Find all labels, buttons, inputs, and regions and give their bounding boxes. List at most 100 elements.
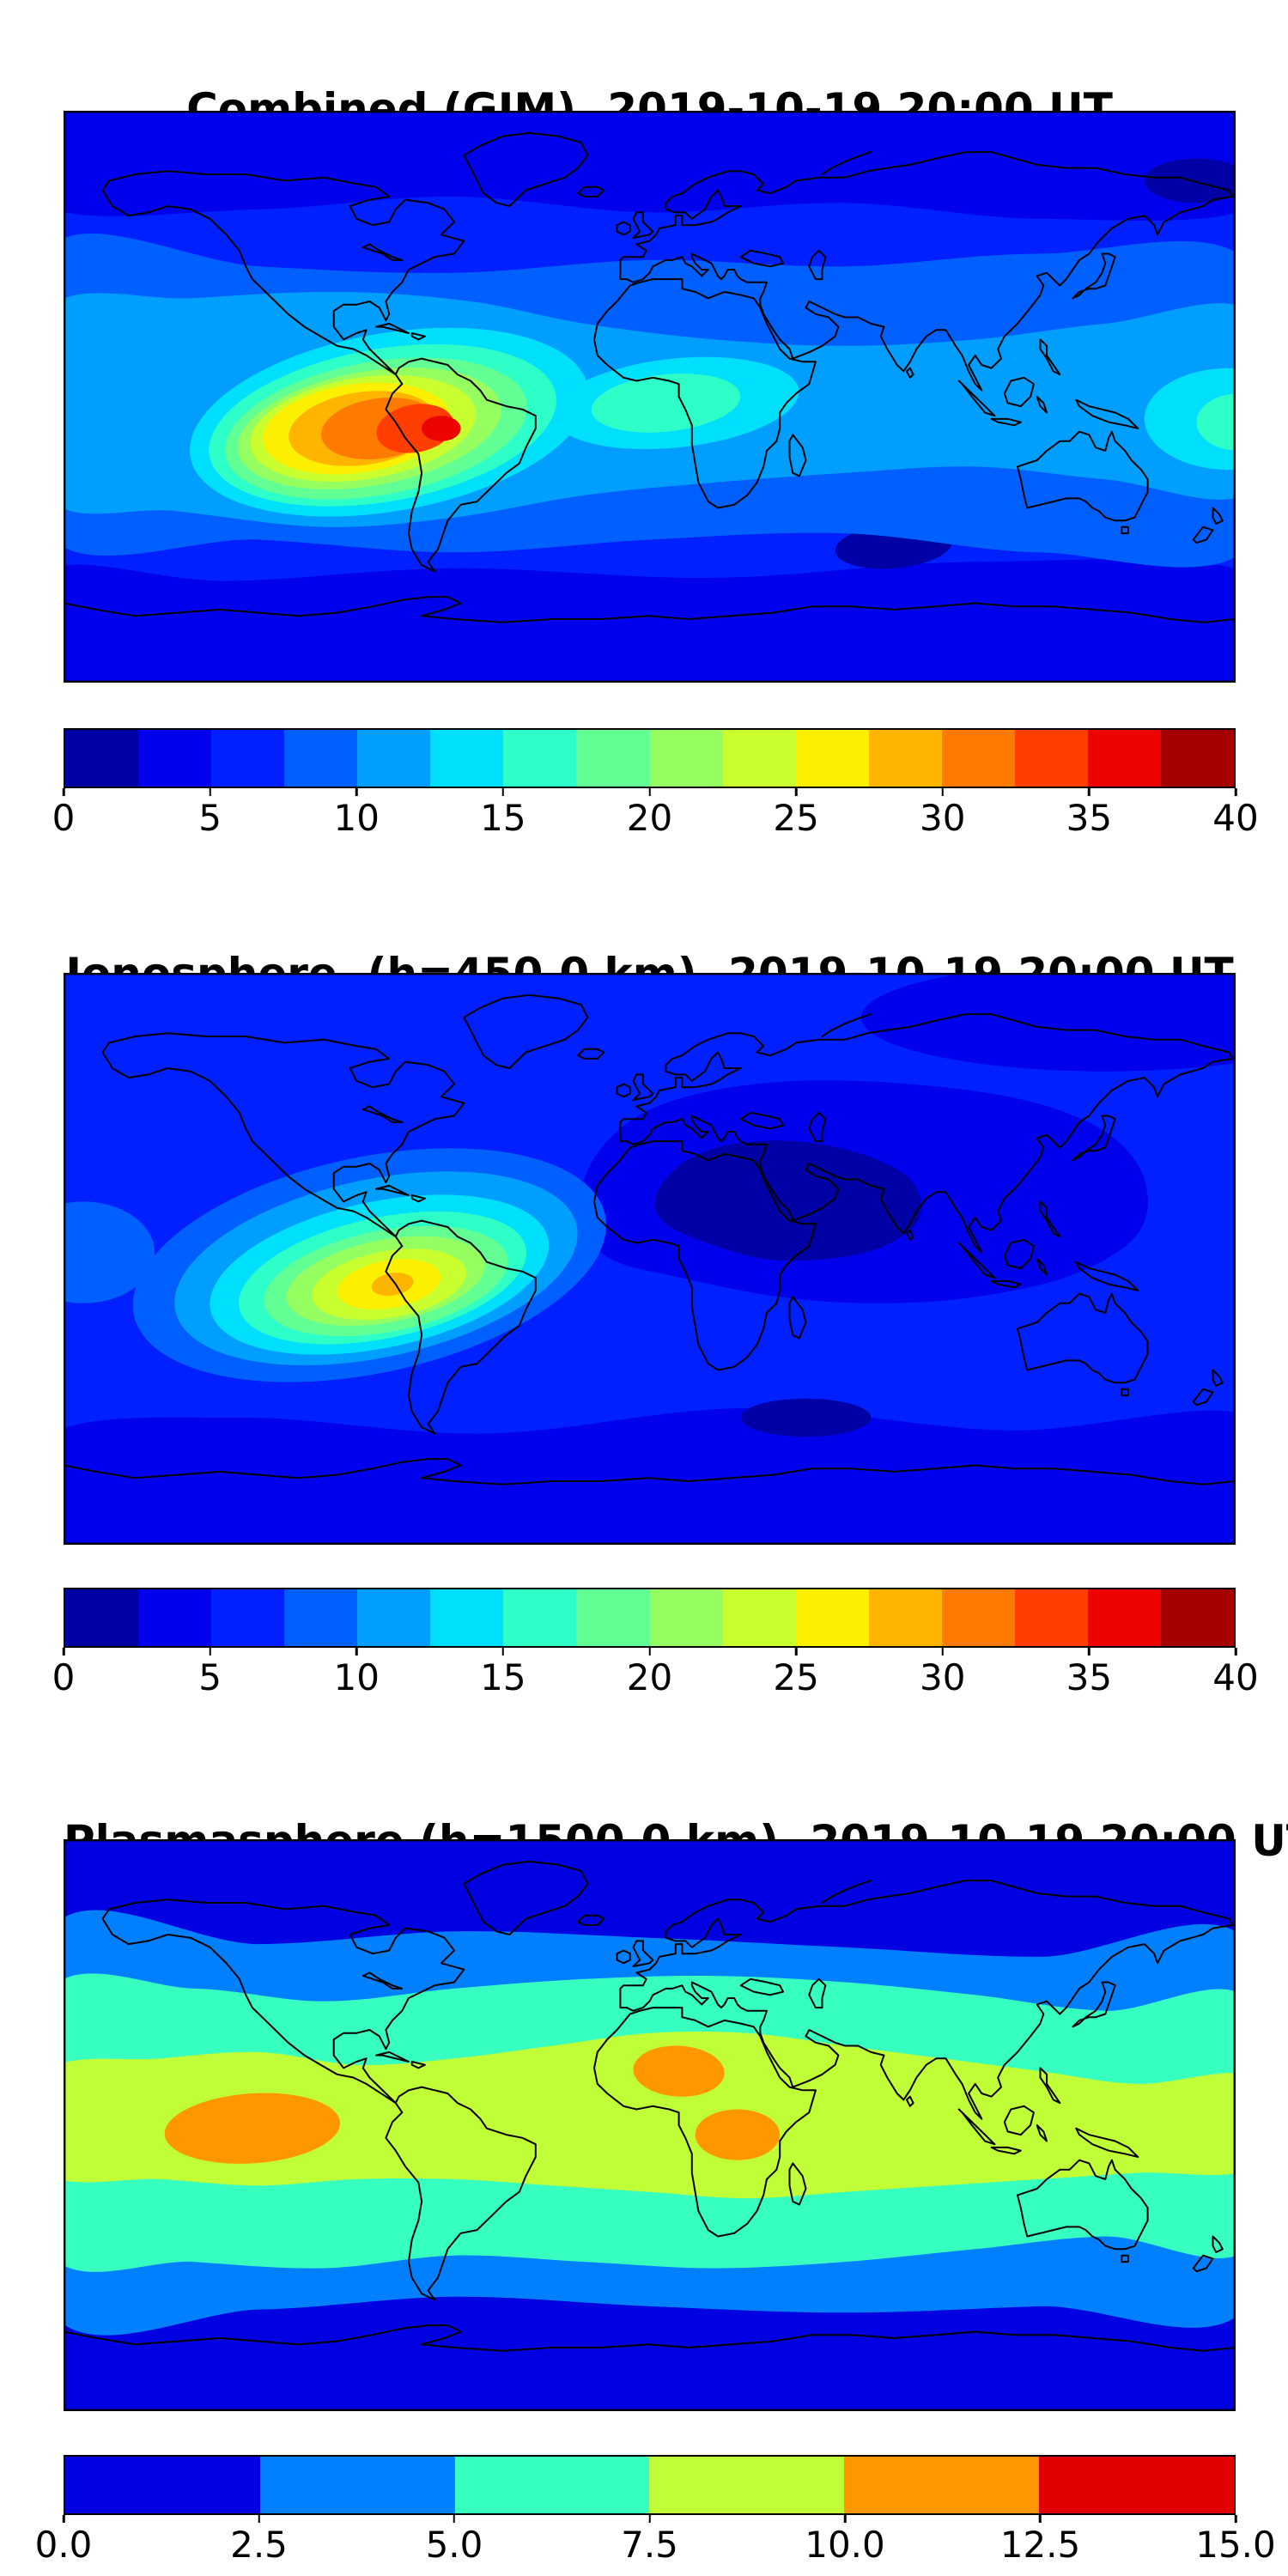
colorbar-tick-label: 5 — [198, 797, 222, 839]
colorbar-segment — [211, 730, 285, 787]
colorbar-segment — [649, 730, 723, 787]
world-map-svg — [64, 111, 1236, 683]
colorbar-segment — [1160, 1589, 1234, 1646]
coastline-path — [375, 322, 410, 334]
colorbar-segment — [357, 730, 431, 787]
coastline-path — [1121, 2254, 1129, 2263]
world-map-ionosphere — [64, 973, 1236, 1545]
coastline-path — [1121, 1388, 1129, 1397]
colorbar-segment — [503, 730, 577, 787]
contour-band — [740, 1398, 872, 1437]
coastline-path — [1192, 526, 1214, 544]
colorbar-axis-combined: 0 5 10 15 20 25 30 35 40 — [52, 788, 1259, 841]
coastline-path — [957, 2108, 996, 2146]
coastline-path — [788, 1296, 807, 1340]
colorbar-tick-label: 40 — [1212, 797, 1259, 839]
coastline-path — [788, 2162, 807, 2206]
coastline-path — [1003, 2105, 1035, 2136]
coastline-path — [361, 1971, 404, 1990]
coastline-path — [632, 1940, 654, 1967]
coastline-path — [593, 1140, 817, 1371]
colorbar-tick — [1088, 1648, 1091, 1656]
coastline-path — [1212, 507, 1224, 525]
colorbar-tick-label: 10.0 — [805, 2524, 885, 2566]
coastline-path — [64, 1458, 1236, 1485]
map-frame — [64, 1839, 1236, 2411]
coastline-path — [385, 2086, 537, 2301]
coastline-path — [375, 2050, 410, 2063]
colorbar-segment — [941, 1589, 1015, 1646]
colorbar-tick — [501, 1648, 505, 1656]
coastline-path — [577, 1048, 605, 1060]
colorbar-tick — [453, 2515, 456, 2523]
colorbar-axis-plasmasphere: 0.0 2.5 5.0 7.5 10.0 12.5 15.0 — [35, 2515, 1276, 2568]
coastline-path — [593, 278, 817, 509]
colorbar-tick — [62, 1648, 65, 1656]
colorbar-tick — [501, 788, 505, 796]
colorbar-tick-label: 20 — [626, 797, 673, 839]
colorbar-tick — [648, 788, 651, 796]
coastline-path — [619, 151, 1234, 392]
colorbar-tick-label: 5 — [198, 1656, 222, 1698]
colorbar-segment — [576, 730, 650, 787]
coastline-path — [361, 243, 404, 261]
colorbar-tick-label: 5.0 — [425, 2524, 483, 2566]
coastline-path — [957, 380, 996, 417]
colorbar-segment — [357, 1589, 431, 1646]
coastline-path — [739, 1978, 784, 1996]
coastline-path — [1072, 1115, 1116, 1162]
coastline-path — [616, 221, 631, 236]
contour-band — [654, 1140, 922, 1261]
colorbar-segment — [284, 1589, 358, 1646]
colorbar-tick-label: 40 — [1212, 1656, 1259, 1698]
contour-band — [64, 559, 1236, 683]
coastline-path — [1017, 1292, 1149, 1384]
colorbar-plasmasphere — [64, 2455, 1236, 2515]
coastline-path — [101, 1899, 465, 2105]
coastline-path — [1036, 396, 1048, 414]
coastline-path — [788, 434, 807, 477]
contour-band — [64, 1407, 1236, 1545]
coastline-path — [906, 2095, 914, 2107]
coastline-path — [410, 2061, 426, 2069]
coastline-path — [619, 1880, 1234, 2120]
colorbar-segment — [649, 1589, 723, 1646]
coastline-path — [1017, 430, 1149, 522]
coastline-path — [463, 993, 589, 1069]
colorbar-segment — [722, 730, 796, 787]
colorbar-tick-label: 20 — [626, 1656, 673, 1698]
colorbar-tick — [1234, 2515, 1237, 2523]
colorbar-segment — [65, 2457, 260, 2513]
colorbar-tick — [941, 788, 944, 796]
colorbar-tick — [794, 788, 798, 796]
coastline-path — [906, 1229, 914, 1241]
coastline-path — [821, 1880, 872, 1904]
coastline-path — [990, 1279, 1022, 1289]
coastline-path — [1212, 1369, 1224, 1387]
contour-band — [376, 404, 454, 453]
colorbar-tick-label: 10 — [333, 797, 380, 839]
colorbar-tick-label: 2.5 — [230, 2524, 288, 2566]
coastline-path — [1075, 1261, 1139, 1291]
colorbar-combined — [64, 728, 1236, 788]
coastline-path — [101, 1032, 465, 1238]
colorbar-segment — [795, 730, 869, 787]
colorbar-tick-label: 7.5 — [621, 2524, 678, 2566]
contour-layers — [64, 111, 1236, 683]
colorbar-tick — [355, 788, 358, 796]
colorbar-tick-label: 25 — [773, 797, 819, 839]
colorbar-tick — [209, 1648, 211, 1656]
coastline-path — [1075, 398, 1139, 429]
coastline-path — [410, 1194, 426, 1203]
coastline-path — [808, 1111, 827, 1143]
coastline-path — [1036, 1258, 1048, 1276]
colorbar-tick-label: 30 — [920, 797, 966, 839]
contour-band — [1196, 393, 1236, 451]
colorbar-tick — [355, 1648, 358, 1656]
colorbar-segment — [430, 730, 504, 787]
coastline-path — [361, 1105, 404, 1123]
coastline-path — [739, 249, 784, 268]
coastline-path — [1072, 252, 1116, 300]
coastline-path — [990, 417, 1022, 427]
coastline-path — [593, 2007, 817, 2238]
